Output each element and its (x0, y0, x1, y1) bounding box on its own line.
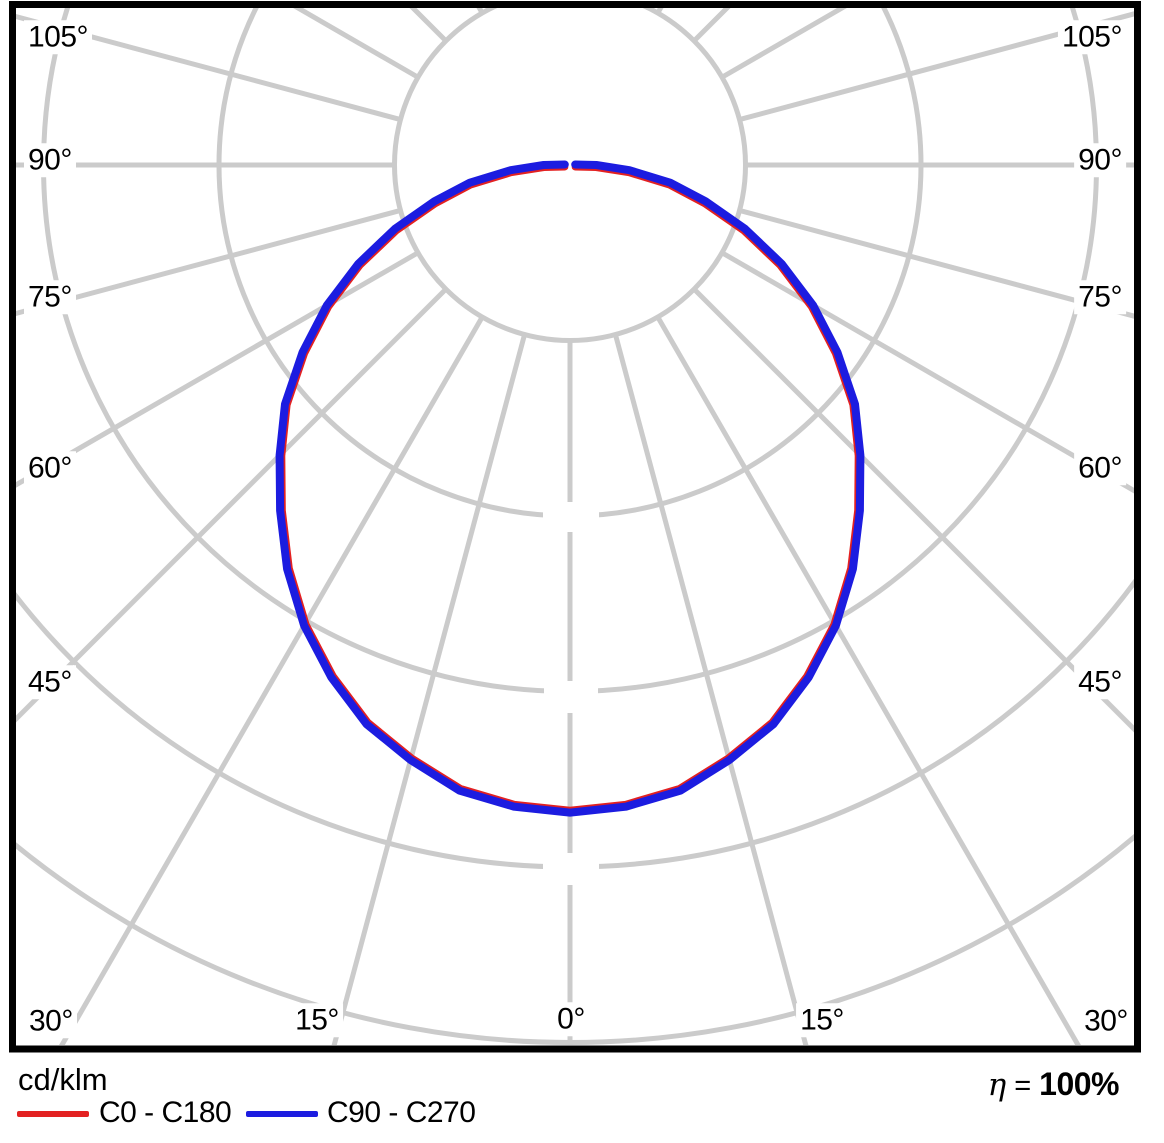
grid-ray-45 (16, 287, 448, 723)
grid-ray-60 (720, 250, 1134, 494)
angle-label-15: 15° (796, 1003, 848, 1037)
legend-label-c90-c270: C90 - C270 (327, 1096, 476, 1129)
angle-label-105: 105° (24, 20, 93, 54)
grid-ray-30 (655, 315, 1081, 1045)
grid-ring-1 (392, 8, 748, 343)
efficiency-readout: η = 100% (987, 1066, 1120, 1103)
grid-ray-15 (331, 333, 527, 1045)
curve-C90-C270 (275, 160, 865, 817)
legend-swatch-c0-c180 (17, 1111, 89, 1117)
angle-label-60: 60° (1074, 451, 1126, 485)
grid-ring-4 (16, 578, 1134, 870)
grid-ray-75 (738, 208, 1134, 319)
angle-label-45: 45° (1074, 665, 1126, 699)
angle-label-90: 90° (1074, 143, 1126, 177)
axis-scale-gap (543, 853, 599, 885)
angle-label-15: 15° (291, 1003, 343, 1037)
grid-ray-30 (59, 315, 485, 1045)
grid-ray-105 (738, 11, 1134, 122)
eta-value: 100% (1039, 1066, 1119, 1102)
angle-label-75: 75° (24, 280, 76, 314)
angle-label-30: 30° (1080, 1004, 1132, 1038)
angle-label-30: 30° (25, 1004, 77, 1038)
angle-label-75: 75° (1074, 280, 1126, 314)
polar-chart (9, 1, 1141, 1053)
grid-ray-105 (16, 13, 402, 122)
grid-ray-75 (16, 208, 402, 317)
angle-label-60: 60° (24, 451, 76, 485)
legend-swatch-c90-c270 (246, 1111, 318, 1117)
eta-symbol: η (987, 1067, 1007, 1103)
angle-label-90: 90° (24, 143, 76, 177)
chart-border (9, 1, 1141, 1053)
legend-label-c0-c180: C0 - C180 (99, 1096, 232, 1129)
eta-equals: = (1014, 1070, 1032, 1102)
grid-ray-15 (613, 333, 809, 1045)
axis-scale-gap (544, 681, 598, 713)
angle-label-105: 105° (1057, 20, 1126, 54)
axis-scale-gap (543, 502, 599, 532)
angle-label-0: 0° (553, 1002, 589, 1036)
grid-ray-60 (16, 250, 420, 488)
angle-label-45: 45° (24, 665, 76, 699)
grid-ray-45 (692, 287, 1134, 733)
unit-label: cd/klm (18, 1062, 108, 1097)
legend-strip: cd/klm C0 - C180 C90 - C270 η = 100% (0, 1056, 1164, 1143)
